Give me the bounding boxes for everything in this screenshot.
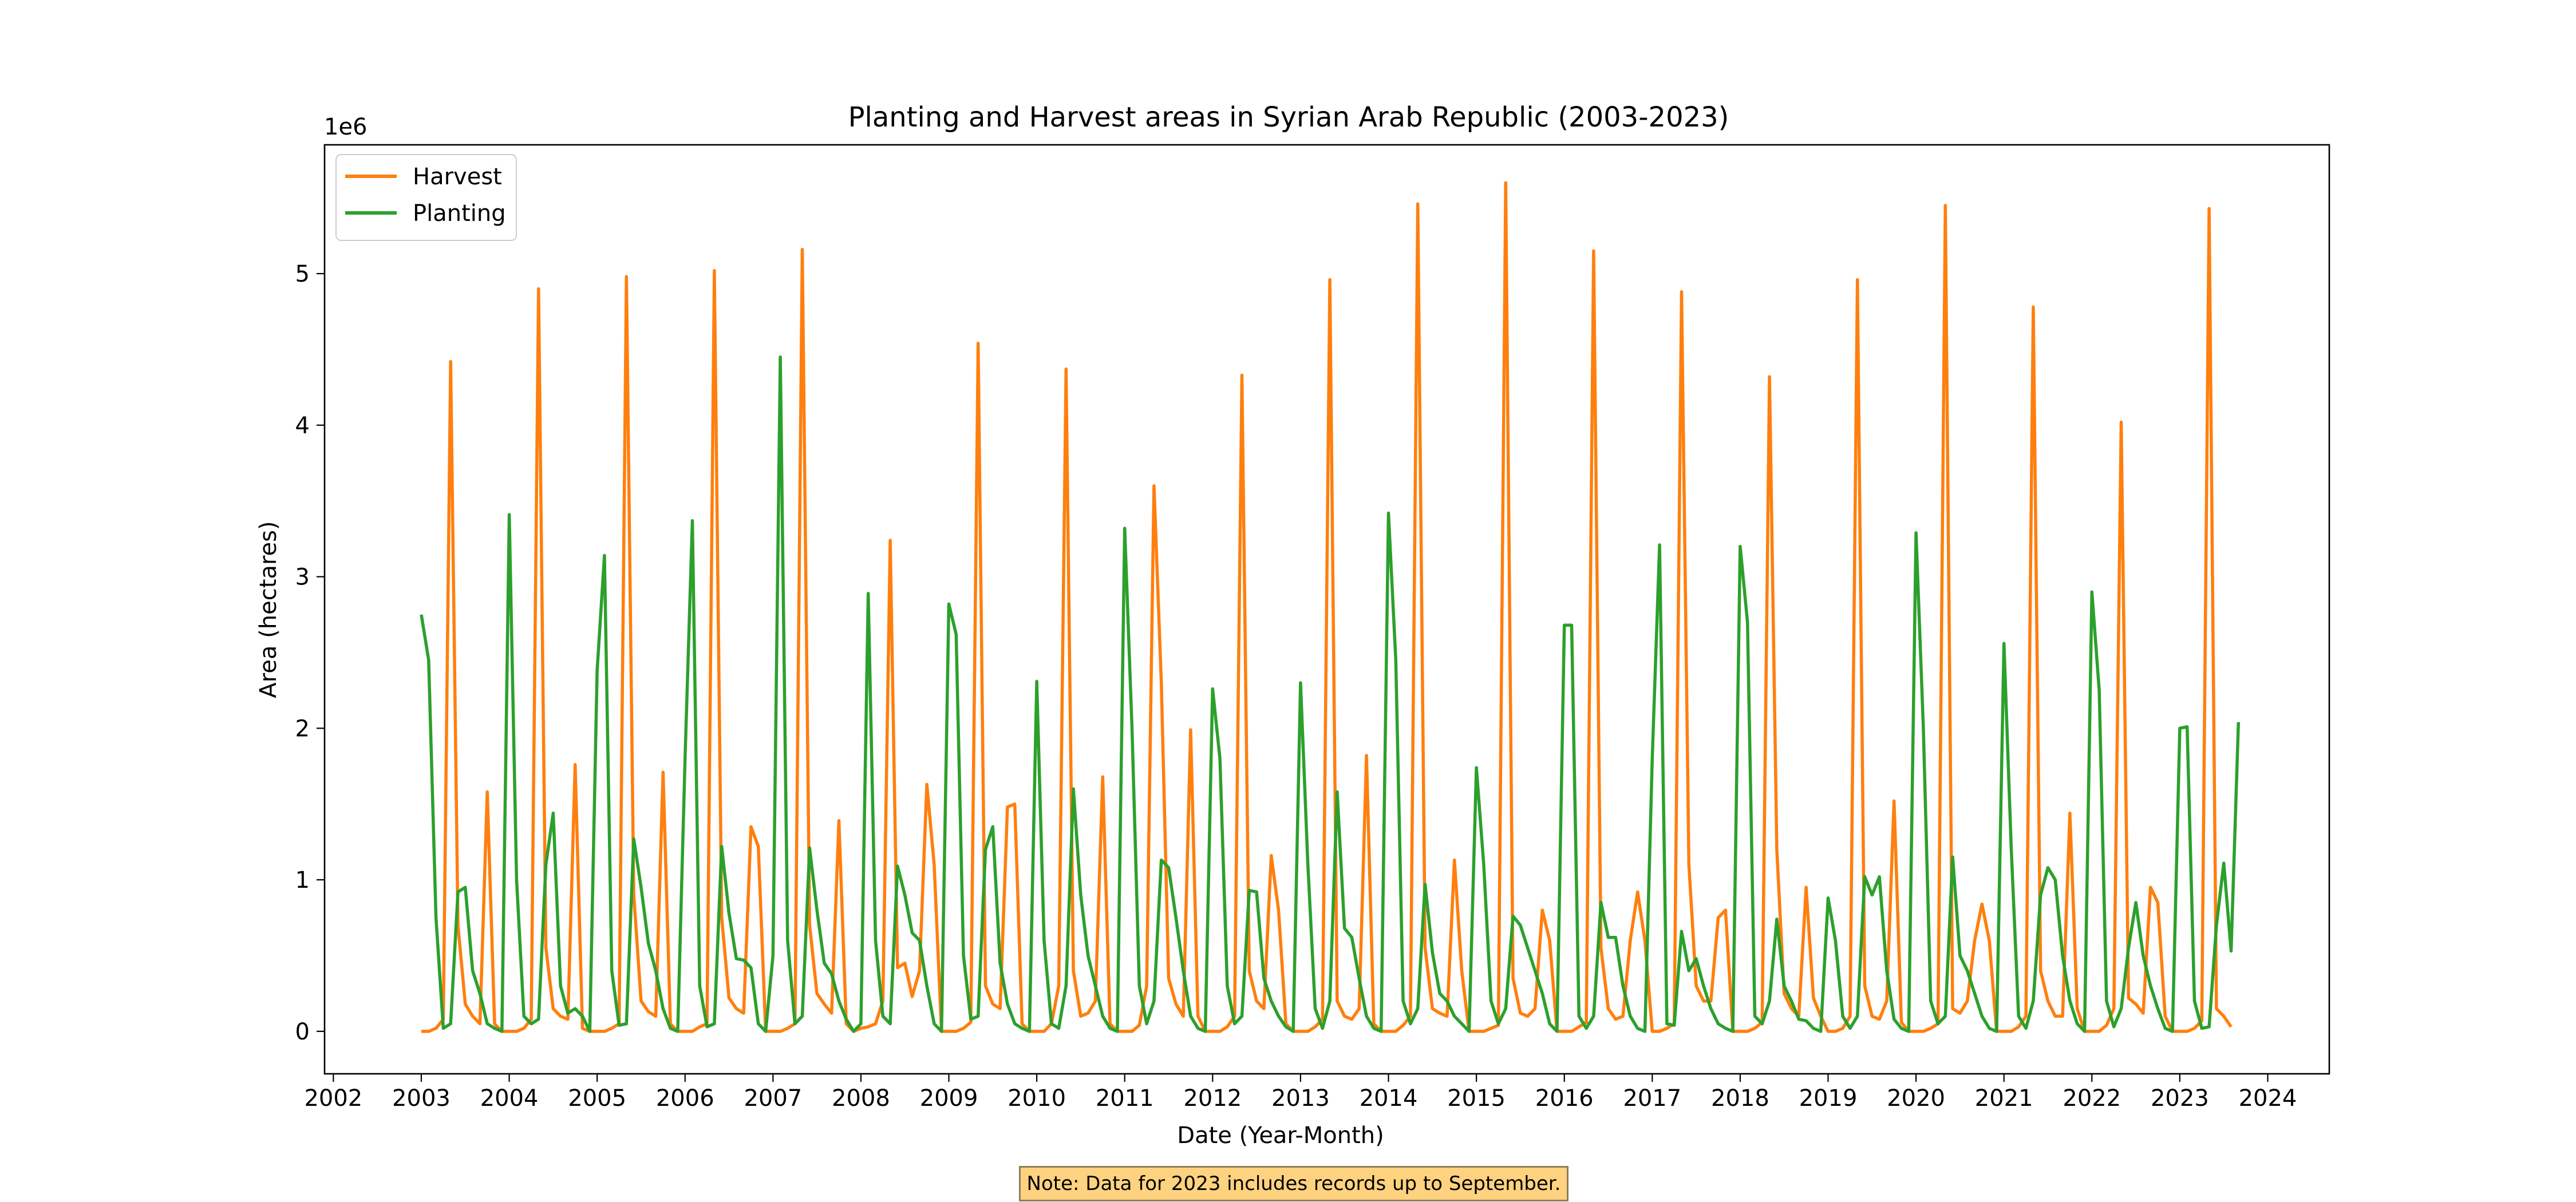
chart-title: Planting and Harvest areas in Syrian Ara… [848,101,1729,133]
y-tick-label: 2 [295,715,310,742]
x-tick-label: 2007 [744,1085,802,1112]
x-tick-label: 2011 [1096,1085,1154,1112]
y-axis-label: Area (hectares) [255,521,282,698]
x-tick-label: 2002 [304,1085,362,1112]
x-axis-label: Date (Year-Month) [1177,1122,1384,1149]
y-offset-label: 1e6 [324,114,368,140]
legend: Harvest Planting [335,154,517,241]
y-axis: 0 1 2 3 4 5 [295,261,325,1045]
note-annotation: Note: Data for 2023 includes records up … [1019,1166,1568,1201]
legend-label-harvest: Harvest [413,164,502,190]
plot-content [420,181,2241,1033]
y-tick-label: 4 [295,413,310,439]
series-line-planting [420,355,2241,1033]
x-tick-label: 2014 [1360,1085,1418,1112]
x-tick-label: 2013 [1271,1085,1330,1112]
x-tick-label: 2006 [656,1085,714,1112]
x-tick-label: 2019 [1799,1085,1858,1112]
y-tick-label: 0 [295,1019,310,1045]
x-tick-label: 2012 [1183,1085,1242,1112]
x-tick-label: 2016 [1535,1085,1594,1112]
x-tick-label: 2020 [1887,1085,1945,1112]
x-tick-label: 2021 [1975,1085,2033,1112]
x-tick-label: 2017 [1623,1085,1681,1112]
series-planting [420,355,2241,1033]
x-tick-label: 2010 [1008,1085,1066,1112]
x-tick-label: 2009 [920,1085,978,1112]
x-tick-label: 2015 [1447,1085,1506,1112]
x-tick-label: 2004 [480,1085,539,1112]
x-tick-label: 2005 [568,1085,626,1112]
y-tick-label: 3 [295,564,310,591]
x-tick-label: 2022 [2063,1085,2121,1112]
series-line-harvest [421,181,2233,1033]
x-tick-label: 2018 [1711,1085,1769,1112]
series-harvest [421,181,2233,1033]
x-tick-label: 2023 [2151,1085,2209,1112]
x-tick-label: 2024 [2239,1085,2297,1112]
legend-label-planting: Planting [413,200,506,227]
y-tick-label: 1 [295,867,310,893]
axes-frame [323,144,2330,1075]
x-tick-label: 2008 [832,1085,890,1112]
y-tick-label: 5 [295,261,310,287]
x-tick-label: 2003 [392,1085,451,1112]
x-axis: 2002 2003 2004 2005 2006 2007 2008 2009 2010 2011… [304,1074,2297,1112]
